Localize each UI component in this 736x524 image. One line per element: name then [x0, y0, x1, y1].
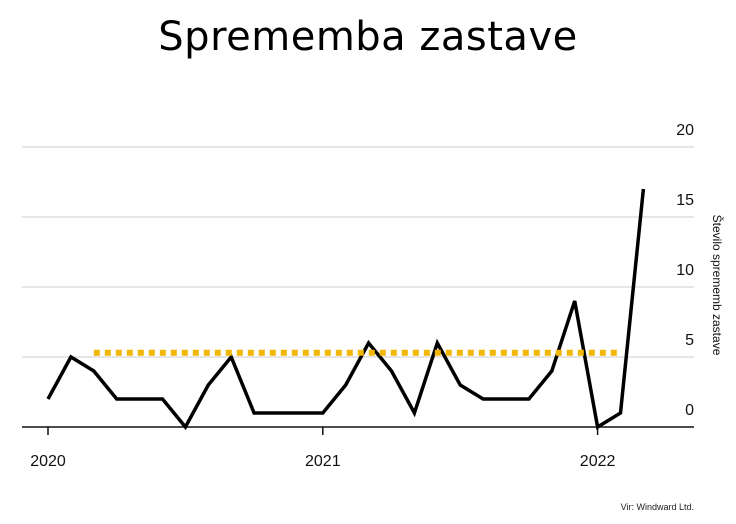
- y-tick-label: 15: [676, 192, 694, 209]
- y-tick-labels: 0 5 10 15 20: [676, 122, 694, 419]
- series-layer: [46, 188, 646, 431]
- x-tick-labels: 2020 2021 2022: [30, 453, 615, 470]
- x-tick-label: 2021: [305, 453, 341, 470]
- chart-title: Sprememba zastave: [158, 14, 578, 60]
- source-note: Vir: Windward Ltd.: [620, 502, 694, 512]
- y-tick-label: 5: [685, 332, 694, 349]
- x-tick-label: 2022: [580, 453, 616, 470]
- gridlines: [22, 146, 694, 358]
- y-axis-label: Število sprememb zastave: [710, 215, 725, 356]
- series-line: [46, 188, 646, 431]
- y-tick-label: 20: [676, 122, 694, 139]
- y-tick-label: 10: [676, 262, 694, 279]
- x-tick-label: 2020: [30, 453, 66, 470]
- x-axis: [22, 426, 694, 435]
- y-tick-label: 0: [685, 402, 694, 419]
